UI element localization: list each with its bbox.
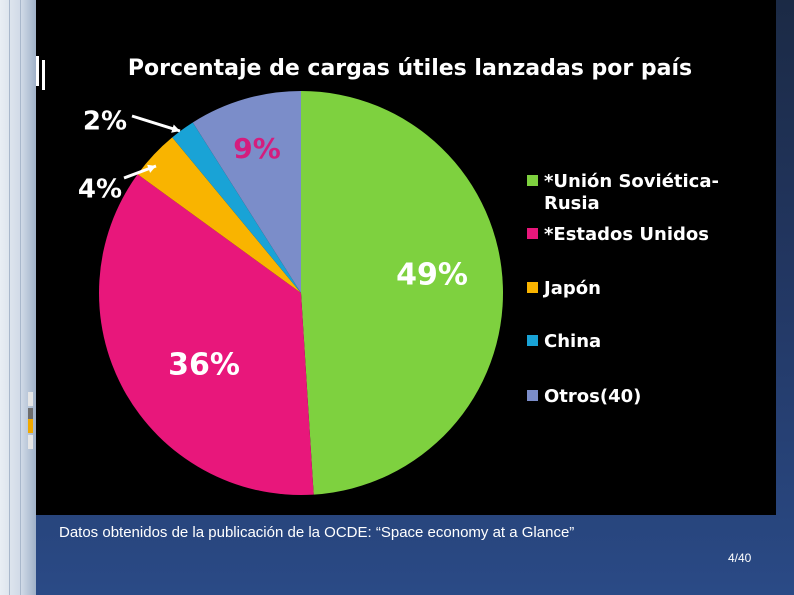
title-marker [42,60,45,90]
decor-block [28,419,33,433]
label-arrowhead [147,164,156,173]
slice-data-label: 9% [233,132,281,165]
pie-slice [172,122,301,293]
slice-data-label: 4% [78,175,122,205]
slice-data-label: 2% [83,107,127,137]
pie-slice [192,91,301,293]
legend-swatch [527,390,538,401]
decor-block [28,408,33,422]
pie-slice [137,137,301,293]
legend-label: *Unión Soviética-Rusia [544,171,719,214]
page-number: 4/40 [728,551,752,565]
decor-block [28,435,33,449]
slice-data-label: 49% [396,258,468,293]
chart-title: Porcentaje de cargas útiles lanzadas por… [128,56,692,81]
slide-left-strip [0,0,36,595]
legend-swatch [527,175,538,186]
pie-slice [301,91,504,495]
legend-label: Japón [542,278,601,299]
legend-label: *Estados Unidos [544,224,709,245]
decor-block [28,392,33,406]
pie-slice [98,174,314,495]
legend-swatch [527,228,538,239]
legend-swatch [527,335,538,346]
source-caption: Datos obtenidos de la publicación de la … [59,524,575,541]
label-arrowhead [171,124,180,133]
legend-swatch [527,282,538,293]
legend-label: China [544,331,601,352]
label-arrow [131,114,181,133]
title-marker [36,56,39,86]
slice-data-label: 36% [168,348,240,383]
legend-label: Otros(40) [544,386,641,407]
